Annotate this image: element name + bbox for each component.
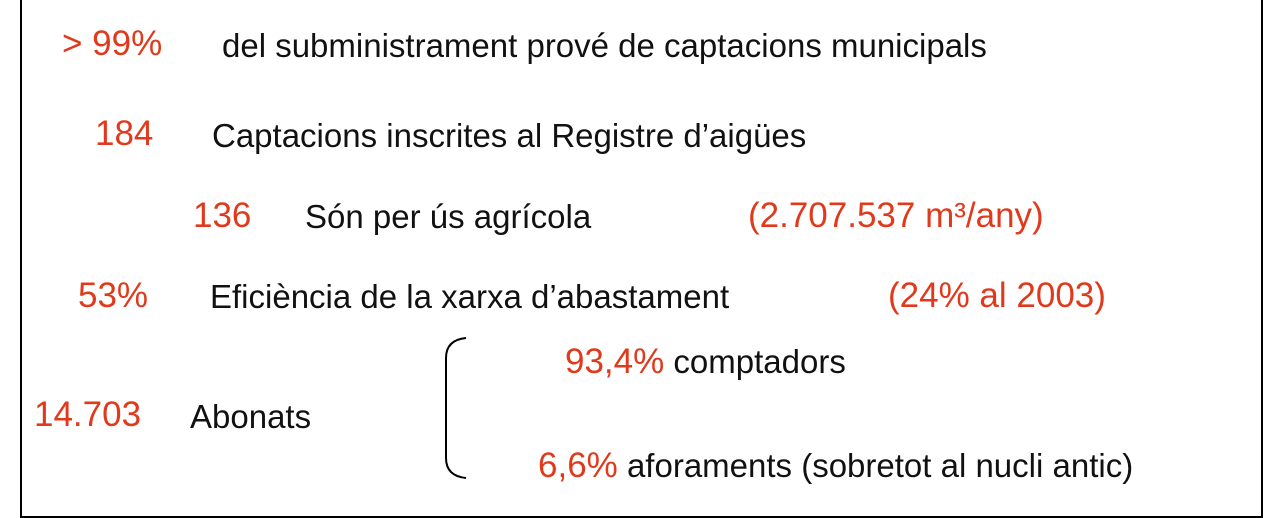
frame bbox=[20, 0, 1263, 518]
stat-label: Captacions inscrites al Registre d’aigüe… bbox=[212, 117, 807, 154]
stat-value: > 99% bbox=[62, 24, 163, 63]
breakdown-item: 6,6% aforaments (sobretot al nucli antic… bbox=[538, 446, 1133, 486]
stat-label: Són per ús agrícola bbox=[305, 198, 592, 235]
stat-note: (24% al 2003) bbox=[888, 276, 1106, 315]
stat-value: 136 bbox=[193, 196, 252, 235]
breakdown-label: comptadors bbox=[673, 343, 846, 380]
breakdown-label: aforaments (sobretot al nucli antic) bbox=[626, 447, 1134, 484]
breakdown-item: 93,4% comptadors bbox=[565, 342, 846, 382]
brace-line bbox=[445, 337, 467, 479]
stat-value: 184 bbox=[95, 114, 154, 153]
stat-label: Abonats bbox=[190, 398, 312, 435]
stat-label: del subministrament prové de captacions … bbox=[222, 27, 987, 64]
page: > 99% del subministrament prové de capta… bbox=[20, 0, 1263, 518]
breakdown-value: 93,4% bbox=[565, 342, 665, 381]
breakdown-value: 6,6% bbox=[538, 446, 618, 485]
stat-value: 53% bbox=[78, 276, 149, 315]
stat-value: 14.703 bbox=[34, 395, 142, 434]
stat-label: Eficiència de la xarxa d’abastament bbox=[210, 278, 730, 315]
brace bbox=[445, 337, 467, 479]
stat-note: (2.707.537 m³/any) bbox=[748, 196, 1044, 235]
